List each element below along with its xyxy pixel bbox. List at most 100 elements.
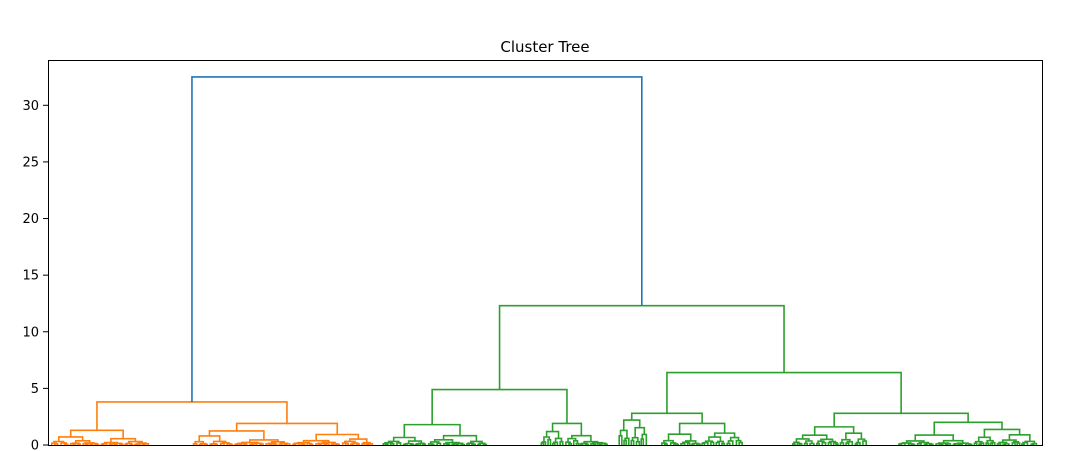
cluster-2-link xyxy=(498,304,785,390)
dendrogram-link xyxy=(708,436,722,442)
dendrogram-link xyxy=(54,443,59,445)
dendrogram-link xyxy=(862,440,868,445)
dendrogram-link xyxy=(738,441,743,445)
dendrogram-link xyxy=(355,443,360,445)
dendrogram-link xyxy=(630,412,703,424)
dendrogram-link xyxy=(686,442,691,445)
dendrogram-link xyxy=(1001,439,1017,443)
dendrogram-link xyxy=(735,439,742,445)
dendrogram-link xyxy=(209,443,214,446)
dendrogram-link xyxy=(443,443,449,445)
dendrogram-link xyxy=(996,443,1002,445)
dendrogram-link xyxy=(341,442,348,445)
dendrogram-link xyxy=(77,443,81,445)
dendrogram-link xyxy=(53,440,65,444)
dendrogram-link xyxy=(470,440,483,444)
chart-title: Cluster Tree xyxy=(500,38,589,56)
dendrogram-link xyxy=(618,435,623,445)
dendrogram-link xyxy=(640,438,645,445)
dendrogram-link xyxy=(259,443,264,445)
dendrogram-link xyxy=(219,442,225,445)
dendrogram-link xyxy=(414,443,419,446)
dendrogram-link xyxy=(545,430,560,439)
dendrogram-link xyxy=(855,441,861,445)
dendrogram-link xyxy=(112,442,123,445)
dendrogram-link xyxy=(279,442,289,445)
dendrogram-link xyxy=(663,443,669,446)
dendrogram-link xyxy=(816,442,820,445)
dendrogram-link xyxy=(361,443,366,445)
dendrogram-link xyxy=(827,441,832,445)
dendrogram-link xyxy=(923,443,928,446)
dendrogram-link xyxy=(726,442,731,445)
dendrogram-link xyxy=(331,442,339,445)
dendrogram-link xyxy=(284,443,291,445)
dendrogram-link xyxy=(250,443,258,445)
dendrogram-link xyxy=(482,443,488,446)
dendrogram-link xyxy=(901,442,912,444)
dendrogram-link xyxy=(702,441,709,445)
dendrogram-link xyxy=(240,441,259,444)
dendrogram-link xyxy=(956,442,969,445)
dendrogram-link xyxy=(382,442,388,445)
dendrogram-link xyxy=(460,443,465,446)
dendrogram-link xyxy=(344,442,350,445)
dendrogram-link xyxy=(801,434,828,440)
dendrogram-link xyxy=(387,440,400,443)
dendrogram-link xyxy=(451,443,456,446)
dendrogram-link xyxy=(978,443,983,446)
dendrogram-link xyxy=(990,441,996,445)
dendrogram-link xyxy=(433,439,454,443)
dendrogram-link xyxy=(592,443,597,446)
dendrogram-link xyxy=(253,442,263,445)
dendrogram-link xyxy=(71,442,80,445)
y-tick-label: 0 xyxy=(31,439,39,451)
dendrogram-link xyxy=(278,443,283,445)
plot-frame xyxy=(48,60,1043,446)
dendrogram-link xyxy=(1011,442,1016,445)
dendrogram-link xyxy=(335,443,341,446)
dendrogram-link xyxy=(119,443,124,445)
dendrogram-link xyxy=(635,440,641,445)
dendrogram-link xyxy=(267,442,277,445)
dendrogram-link xyxy=(396,442,402,445)
dendrogram-link xyxy=(137,442,147,444)
dendrogram-link xyxy=(710,441,715,445)
dendrogram-link xyxy=(575,442,580,445)
dendrogram-link xyxy=(349,438,368,443)
dendrogram-link xyxy=(129,443,134,446)
dendrogram-link xyxy=(983,428,1021,438)
y-tick-label: 20 xyxy=(22,212,39,227)
dendrogram-link xyxy=(349,443,355,446)
dendrogram-link xyxy=(94,443,100,446)
y-tick-label: 15 xyxy=(22,269,39,284)
dendrogram-link xyxy=(430,443,435,446)
dendrogram-link xyxy=(210,442,217,445)
dendrogram-link xyxy=(60,442,67,445)
dendrogram-link xyxy=(624,437,630,445)
dendrogram-link xyxy=(795,438,810,443)
cluster-2a-link xyxy=(431,388,568,425)
dendrogram-link xyxy=(979,442,985,445)
dendrogram-link xyxy=(937,442,950,444)
dendrogram-link xyxy=(404,442,413,445)
dendrogram-link xyxy=(833,412,969,427)
dendrogram-link xyxy=(845,442,850,445)
dendrogram-link xyxy=(384,443,389,446)
dendrogram-link xyxy=(198,443,203,446)
dendrogram-link xyxy=(916,443,922,445)
dendrogram-link xyxy=(452,443,459,445)
dendrogram-link xyxy=(571,434,592,442)
dendrogram-link xyxy=(715,441,721,445)
dendrogram-link xyxy=(630,439,635,445)
dendrogram-link xyxy=(933,421,1003,436)
dendrogram-link xyxy=(477,443,482,446)
dendrogram-link xyxy=(235,443,242,445)
dendrogram-link xyxy=(821,441,827,445)
dendrogram-link xyxy=(623,439,627,445)
dendrogram-link xyxy=(663,439,674,444)
dendrogram-link xyxy=(907,443,914,445)
dendrogram-link xyxy=(551,442,556,445)
dendrogram-link xyxy=(854,443,859,445)
